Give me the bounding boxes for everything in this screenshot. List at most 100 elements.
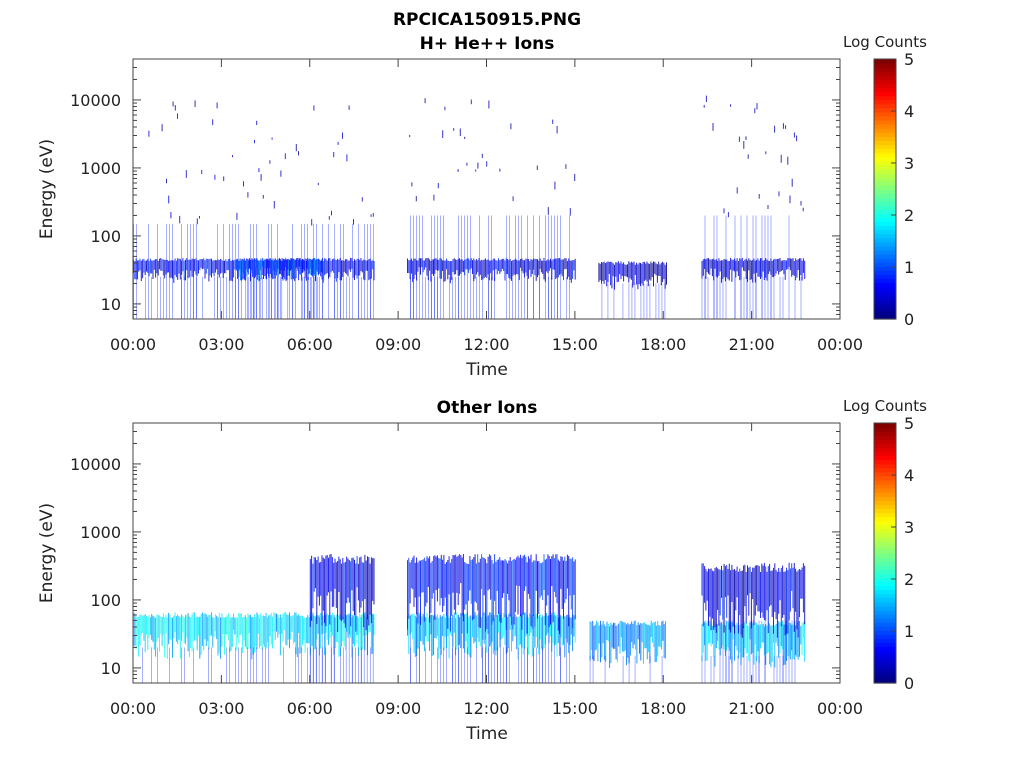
spectrogram-pixel [470, 99, 472, 105]
spectrogram-pixel [706, 258, 708, 273]
spectrogram-pixel [363, 259, 365, 280]
colorbar-tick-label: 5 [904, 50, 914, 69]
spectrogram-pixel [199, 216, 200, 219]
spectrogram-pixel [789, 195, 791, 204]
spectrogram-pixel [504, 559, 506, 618]
spectrogram-pixel [317, 182, 319, 186]
spectrogram-pixel [455, 259, 457, 275]
y-axis-label: Energy (eV) [37, 139, 57, 239]
plot-frame [132, 58, 841, 320]
spectrogram-pixel [574, 559, 576, 620]
spectrogram-pixel [539, 615, 540, 683]
spectrogram-pixel [152, 260, 154, 279]
spectrogram-pixel [427, 617, 429, 642]
spectrogram-pixel [654, 621, 656, 662]
spectrogram-pixel [572, 614, 574, 652]
spectrogram-pixel [537, 561, 538, 619]
spectrogram-pixel [774, 625, 776, 668]
spectrogram-pixel [173, 615, 175, 639]
spectrogram-pixel [802, 258, 804, 273]
spectrogram-pixel [272, 258, 274, 271]
spectrogram-pixel [319, 276, 320, 319]
spectrogram-pixel [782, 620, 784, 650]
spectrogram-pixel [725, 655, 727, 683]
spectrogram-pixel [726, 621, 728, 651]
spectrogram-pixel [718, 258, 720, 276]
spectrogram-pixel [201, 612, 203, 646]
spectrogram-pixel [196, 218, 198, 225]
spectrogram-pixel [181, 276, 182, 319]
spectrogram-pixel [266, 258, 267, 280]
spectrogram-pixel [149, 258, 151, 274]
spectrogram-pixel [505, 614, 507, 654]
spectrogram-pixel [307, 258, 309, 280]
colorbar-segment [874, 111, 896, 117]
colorbar-segment [874, 298, 896, 304]
spectrogram-pixel [758, 620, 760, 683]
spectrogram-pixel [283, 647, 284, 683]
colorbar-segment [874, 290, 896, 296]
spectrogram-pixel [713, 276, 715, 319]
spectrogram-pixel [563, 560, 564, 619]
spectrogram-pixel [284, 259, 286, 280]
panel-h-he-ions: H+ He++ Ions Energy (eV) Time Log Counts… [37, 33, 927, 380]
spectrogram-pixel [527, 617, 529, 655]
panel-title: Other Ions [437, 398, 538, 418]
spectrogram-pixel [295, 144, 297, 152]
colorbar-segment [874, 638, 896, 643]
colorbar-segment [874, 107, 896, 113]
spectrogram-pixel [520, 259, 522, 268]
spectrogram-pixel [470, 615, 471, 683]
spectrogram-pixel [279, 614, 281, 656]
spectrogram-pixel [322, 276, 323, 319]
spectrogram-pixel [731, 564, 733, 602]
spectrogram-pixel [431, 215, 432, 319]
spectrogram-pixel [512, 196, 514, 202]
spectrogram-pixel [761, 563, 763, 613]
spectrogram-pixel [749, 622, 751, 640]
spectrogram-pixel [372, 213, 374, 217]
spectrogram-pixel [318, 562, 320, 606]
spectrogram-pixel [543, 257, 545, 280]
colorbar-segment [874, 95, 896, 101]
spectrogram-pixel [194, 612, 196, 641]
spectrogram-pixel [534, 258, 536, 276]
spectrogram-pixel [359, 613, 361, 634]
spectrogram-pixel [765, 258, 767, 278]
spectrogram-pixel [413, 258, 415, 279]
spectrogram-pixel [145, 276, 146, 319]
spectrogram-pixel [277, 614, 279, 638]
spectrogram-pixel [646, 261, 648, 282]
spectrogram-pixel [730, 104, 732, 107]
spectrogram-pixel [721, 260, 722, 283]
spectrogram-pixel [524, 647, 525, 683]
spectrogram-pixel [317, 615, 319, 634]
spectrogram-pixel [325, 647, 326, 683]
spectrogram-pixel [311, 276, 313, 319]
spectrogram-pixel [752, 623, 754, 653]
spectrogram-pixel [312, 615, 314, 683]
spectrogram-pixel [765, 624, 767, 665]
spectrogram-pixel [417, 260, 419, 272]
spectrogram-pixel [348, 105, 350, 110]
spectrogram-pixel [253, 260, 254, 278]
spectrogram-pixel [263, 261, 264, 279]
spectrogram-pixel [521, 613, 523, 648]
spectrogram-pixel [333, 562, 335, 607]
spectrogram-pixel [538, 615, 540, 655]
spectrogram-pixel [161, 124, 163, 132]
spectrogram-pixel [439, 258, 441, 279]
spectrogram-pixel [207, 616, 209, 642]
spectrogram-pixel [266, 617, 268, 643]
spectrogram-pixel [144, 260, 146, 276]
spectrogram-pixel [482, 615, 483, 683]
spectrogram-pixel [639, 624, 640, 654]
spectrogram-pixel [662, 261, 664, 283]
colorbar-tick-label: 5 [904, 414, 914, 433]
spectrogram-pixel [305, 258, 306, 279]
spectrogram-pixel [486, 563, 488, 629]
spectrogram-pixel [634, 283, 636, 319]
spectrogram-pixel [499, 168, 501, 172]
spectrogram-pixel [487, 259, 489, 275]
